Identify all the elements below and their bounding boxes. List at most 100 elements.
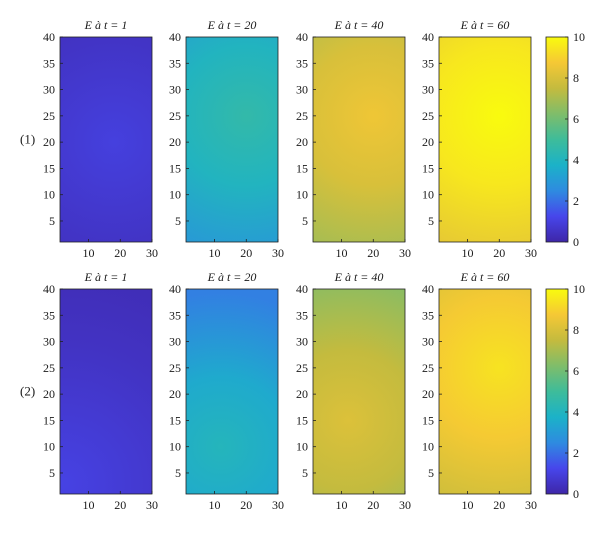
- colorbar: 0 2 4 6 8 10: [545, 282, 585, 501]
- colorbar-tick-label: 10: [573, 30, 585, 44]
- colorbar-tick-label: 8: [573, 71, 579, 85]
- y-tick-label: 30: [422, 335, 434, 349]
- y-tick-label: 35: [43, 308, 55, 322]
- panel-title: E à t = 60: [460, 18, 510, 32]
- y-tick-label: 40: [169, 30, 181, 44]
- colorbar-tick-label: 2: [573, 194, 579, 208]
- plot-frame: [312, 288, 406, 495]
- y-tick-label: 40: [296, 30, 308, 44]
- y-tick-label: 30: [43, 335, 55, 349]
- plot-frame: [59, 36, 153, 243]
- y-tick-label: 10: [43, 440, 55, 454]
- y-tick-label: 40: [422, 282, 434, 296]
- y-tick-label: 35: [422, 56, 434, 70]
- y-tick-label: 5: [175, 466, 181, 480]
- x-tick-label: 20: [367, 498, 379, 512]
- x-tick-label: 30: [399, 246, 411, 260]
- y-tick-label: 10: [422, 440, 434, 454]
- panel-title: E à t = 20: [207, 270, 257, 284]
- panel-title: E à t = 40: [334, 18, 384, 32]
- x-tick-label: 30: [146, 498, 158, 512]
- y-tick-label: 5: [428, 214, 434, 228]
- x-tick-label: 20: [114, 498, 126, 512]
- y-tick-label: 5: [175, 214, 181, 228]
- y-tick-label: 5: [428, 466, 434, 480]
- panel-title: E à t = 40: [334, 270, 384, 284]
- heatmap-panel: E à t = 40 10 20 30 5 10 15 20 25 30 35 40: [296, 270, 411, 512]
- colorbar: 0 2 4 6 8 10: [545, 30, 585, 249]
- heatmap-panel: E à t = 1 10 20 30 5 10 15 20 25 30 35 40: [43, 18, 158, 260]
- y-tick-label: 15: [43, 413, 55, 427]
- x-tick-label: 30: [146, 246, 158, 260]
- colorbar-frame: [545, 36, 569, 243]
- y-tick-label: 20: [169, 387, 181, 401]
- y-tick-label: 20: [43, 387, 55, 401]
- y-tick-label: 35: [296, 308, 308, 322]
- heatmap-surface: [186, 37, 278, 242]
- y-tick-label: 20: [296, 387, 308, 401]
- y-tick-label: 5: [302, 466, 308, 480]
- plot-frame: [185, 36, 279, 243]
- y-tick-label: 30: [422, 83, 434, 97]
- y-tick-label: 30: [296, 83, 308, 97]
- y-tick-label: 15: [43, 161, 55, 175]
- y-tick-label: 20: [169, 135, 181, 149]
- x-tick-label: 20: [240, 246, 252, 260]
- y-tick-label: 25: [296, 109, 308, 123]
- colorbar-gradient: [546, 37, 568, 242]
- colorbar-tick-label: 0: [573, 235, 579, 249]
- y-tick-label: 10: [422, 188, 434, 202]
- heatmap-surface: [313, 37, 405, 242]
- y-tick-label: 10: [169, 440, 181, 454]
- x-tick-label: 20: [240, 498, 252, 512]
- y-tick-label: 35: [43, 56, 55, 70]
- y-tick-label: 25: [169, 109, 181, 123]
- x-tick-label: 10: [462, 246, 474, 260]
- y-tick-label: 25: [43, 109, 55, 123]
- colorbar-tick-label: 6: [573, 364, 579, 378]
- plot-frame: [59, 288, 153, 495]
- plot-frame: [438, 288, 532, 495]
- x-tick-label: 30: [525, 246, 537, 260]
- x-tick-label: 30: [272, 246, 284, 260]
- y-tick-label: 15: [296, 413, 308, 427]
- y-tick-label: 15: [169, 413, 181, 427]
- x-tick-label: 30: [272, 498, 284, 512]
- heatmap-panel: E à t = 1 10 20 30 5 10 15 20 25 30 35 40: [43, 270, 158, 512]
- x-tick-label: 10: [83, 498, 95, 512]
- row-label: (1): [20, 132, 35, 147]
- y-tick-label: 15: [296, 161, 308, 175]
- x-tick-label: 10: [336, 246, 348, 260]
- y-tick-label: 35: [296, 56, 308, 70]
- heatmap-panel: E à t = 20 10 20 30 5 10 15 20 25 30 35 40: [169, 270, 284, 512]
- y-tick-label: 15: [169, 161, 181, 175]
- x-tick-label: 10: [336, 498, 348, 512]
- heatmap-surface: [439, 37, 531, 242]
- panel-title: E à t = 1: [84, 270, 128, 284]
- y-tick-label: 25: [422, 361, 434, 375]
- y-tick-label: 40: [43, 30, 55, 44]
- y-tick-label: 20: [422, 387, 434, 401]
- y-tick-label: 25: [43, 361, 55, 375]
- y-tick-label: 40: [422, 30, 434, 44]
- y-tick-label: 30: [169, 335, 181, 349]
- panel-title: E à t = 1: [84, 18, 128, 32]
- y-tick-label: 25: [296, 361, 308, 375]
- y-tick-label: 25: [422, 109, 434, 123]
- y-tick-label: 30: [169, 83, 181, 97]
- heatmap-panel: E à t = 20 10 20 30 5 10 15 20 25 30 35 40: [169, 18, 284, 260]
- y-tick-label: 30: [43, 83, 55, 97]
- y-tick-label: 25: [169, 361, 181, 375]
- x-tick-label: 20: [493, 498, 505, 512]
- y-tick-label: 10: [169, 188, 181, 202]
- colorbar-tick-label: 4: [573, 405, 579, 419]
- x-tick-label: 20: [114, 246, 126, 260]
- colorbar-tick-label: 0: [573, 487, 579, 501]
- y-tick-label: 15: [422, 161, 434, 175]
- plot-frame: [312, 36, 406, 243]
- y-tick-label: 20: [43, 135, 55, 149]
- heatmap-panel: E à t = 60 10 20 30 5 10 15 20 25 30 35 40: [422, 18, 537, 260]
- panel-title: E à t = 60: [460, 270, 510, 284]
